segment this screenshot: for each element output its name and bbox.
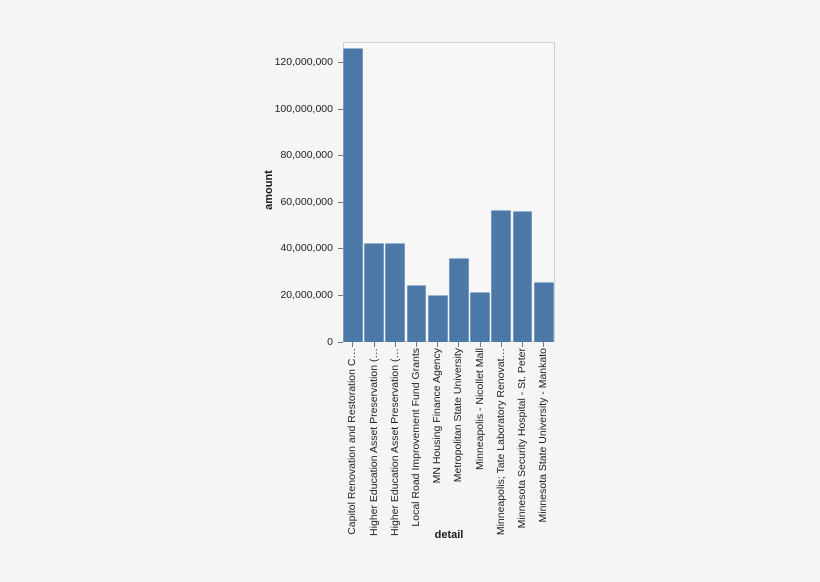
y-tick-mark (338, 341, 343, 343)
x-tick-mark (394, 342, 396, 347)
y-tick-label: 60,000,000 (280, 195, 333, 208)
x-tick-mark (416, 342, 417, 347)
x-tick-mark (500, 342, 502, 347)
y-tick-label: 80,000,000 (280, 149, 333, 162)
bar (533, 281, 554, 342)
x-category-label: Minneapolis; Tate Laboratory Renovat… (494, 348, 507, 536)
y-tick-mark (338, 108, 343, 110)
y-tick-mark (338, 294, 343, 296)
y-tick-mark (338, 248, 343, 250)
y-tick-label: 20,000,000 (280, 288, 333, 301)
bar (512, 210, 533, 342)
x-category-label: Capitol Renovation and Restoration C… (346, 348, 359, 535)
x-tick-mark (373, 342, 375, 347)
bar (364, 242, 384, 342)
bar (343, 47, 363, 342)
y-axis-title: amount (263, 170, 275, 210)
x-category-label: Higher Education Asset Preservation (… (388, 348, 401, 536)
x-tick-mark (479, 342, 481, 347)
x-category-label: Higher Education Asset Preservation (… (367, 348, 380, 536)
y-tick-label: 0 (327, 335, 333, 348)
y-tick-mark (338, 201, 343, 203)
x-category-label: Minnesota State University - Mankato (537, 348, 550, 523)
y-tick-label: 40,000,000 (280, 242, 333, 255)
x-category-label: Minneapolis - Nicollet Mall (473, 348, 486, 470)
y-tick-mark (338, 61, 343, 63)
x-tick-mark (352, 342, 354, 347)
bar (427, 295, 448, 342)
x-category-label: Local Road Improvement Fund Grants (410, 348, 422, 527)
x-category-label: Metropolitan State University (452, 348, 465, 483)
bar (406, 284, 427, 342)
x-category-label: Minnesota Security Hospital - St. Peter (516, 348, 528, 529)
y-tick-label: 120,000,000 (274, 55, 333, 68)
x-tick-mark (437, 342, 439, 347)
bar (491, 209, 512, 342)
bar (385, 242, 406, 342)
y-tick-mark (338, 155, 343, 157)
x-tick-mark (543, 342, 545, 347)
x-axis-title: detail (434, 529, 464, 541)
x-category-label: MN Housing Finance Agency (431, 348, 444, 484)
bar (470, 291, 490, 342)
x-tick-mark (522, 342, 523, 347)
y-tick-label: 100,000,000 (274, 102, 333, 115)
bar (449, 258, 469, 342)
x-tick-mark (458, 342, 460, 347)
